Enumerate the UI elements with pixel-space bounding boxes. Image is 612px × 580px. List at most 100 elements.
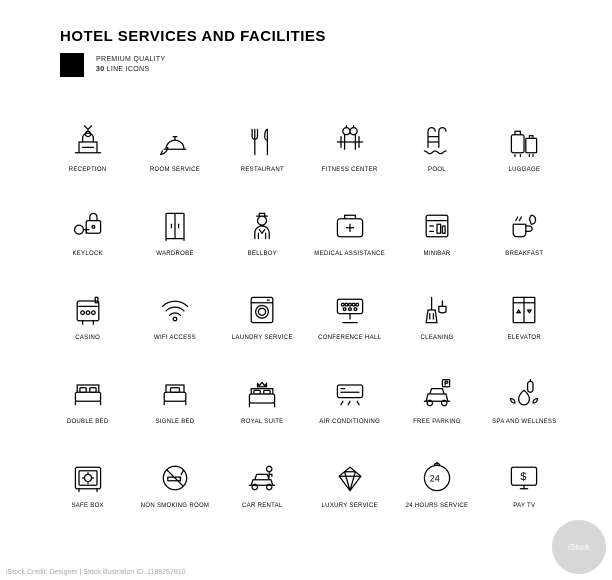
icon-label: DOUBLE BED <box>67 419 109 425</box>
icon-label: CAR RENTAL <box>242 503 283 509</box>
icon-cell-medical-assistance: MEDICAL ASSISTANCE <box>310 181 389 257</box>
icon-label: RECEPTION <box>69 167 107 173</box>
icon-cell-car-rental: CAR RENTAL <box>223 433 302 509</box>
icon-cell-minibar: MINIBAR <box>397 181 476 257</box>
subtitle-text: PREMIUM QUALITY 30 LINE ICONS <box>96 55 165 75</box>
page-title: HOTEL SERVICES AND FACILITIES <box>60 28 612 45</box>
icon-cell-pay-tv: PAY TV <box>485 433 564 509</box>
icon-label: 24 HOURS SERVICE <box>406 503 469 509</box>
icon-cell-wifi-access: WIFI ACCESS <box>135 265 214 341</box>
24-hours-icon <box>418 459 456 497</box>
icon-label: SAFE BOX <box>71 503 103 509</box>
icon-label: WARDROBE <box>156 251 194 257</box>
air-conditioning-icon <box>331 375 369 413</box>
car-rental-icon <box>243 459 281 497</box>
icon-label: WIFI ACCESS <box>154 335 196 341</box>
accent-block <box>60 53 84 77</box>
cleaning-icon <box>418 291 456 329</box>
icon-cell-fitness-center: FITNESS CENTER <box>310 97 389 173</box>
icon-label: SPA AND WELLNESS <box>492 419 556 425</box>
icon-label: LUXURY SERVICE <box>322 503 378 509</box>
icon-cell-pool: POOL <box>397 97 476 173</box>
fitness-center-icon <box>331 123 369 161</box>
minibar-icon <box>418 207 456 245</box>
medical-assistance-icon <box>331 207 369 245</box>
icon-cell-royal-suite: ROYAL SUITE <box>223 349 302 425</box>
icon-cell-free-parking: FREE PARKING <box>397 349 476 425</box>
icon-cell-cleaning: CLEANING <box>397 265 476 341</box>
room-service-icon <box>156 123 194 161</box>
subtitle-line1: PREMIUM QUALITY <box>96 56 165 63</box>
icon-label: FREE PARKING <box>413 419 461 425</box>
icon-grid: RECEPTION ROOM SERVICE RESTAURANT FITNESS C… <box>0 77 612 509</box>
single-bed-icon <box>156 375 194 413</box>
icon-label: LAUNDRY SERVICE <box>232 335 293 341</box>
icon-cell-luxury-service: LUXURY SERVICE <box>310 433 389 509</box>
icon-cell-24-hours: 24 HOURS SERVICE <box>397 433 476 509</box>
pool-icon <box>418 123 456 161</box>
elevator-icon <box>505 291 543 329</box>
icon-label: KEYLOCK <box>72 251 102 257</box>
icon-label: ELEVATOR <box>508 335 541 341</box>
icon-cell-air-conditioning: AIR CONDITIONING <box>310 349 389 425</box>
subtitle-row: PREMIUM QUALITY 30 LINE ICONS <box>60 53 612 77</box>
bellboy-icon <box>243 207 281 245</box>
luggage-icon <box>505 123 543 161</box>
icon-cell-single-bed: SIGNLE BED <box>135 349 214 425</box>
icon-label: POOL <box>428 167 446 173</box>
attribution-text: iStock Credit: Designer | Stock illustra… <box>6 569 186 576</box>
safe-box-icon <box>69 459 107 497</box>
icon-cell-wardrobe: WARDROBE <box>135 181 214 257</box>
subtitle-line2: LINE ICONS <box>107 66 150 73</box>
icon-label: CONFERENCE HALL <box>318 335 381 341</box>
icon-cell-non-smoking: NON SMOKING ROOM <box>135 433 214 509</box>
icon-cell-double-bed: DOUBLE BED <box>48 349 127 425</box>
icon-count: 30 <box>96 66 104 73</box>
icon-label: ROOM SERVICE <box>150 167 200 173</box>
icon-cell-breakfast: BREAKFAST <box>485 181 564 257</box>
icon-cell-bellboy: BELLBOY <box>223 181 302 257</box>
breakfast-icon <box>505 207 543 245</box>
pay-tv-icon <box>505 459 543 497</box>
free-parking-icon <box>418 375 456 413</box>
spa-wellness-icon <box>505 375 543 413</box>
icon-cell-laundry-service: LAUNDRY SERVICE <box>223 265 302 341</box>
casino-icon <box>69 291 107 329</box>
icon-label: ROYAL SUITE <box>241 419 283 425</box>
icon-cell-keylock: KEYLOCK <box>48 181 127 257</box>
icon-cell-reception: RECEPTION <box>48 97 127 173</box>
icon-label: MINIBAR <box>423 251 450 257</box>
icon-label: SIGNLE BED <box>155 419 194 425</box>
icon-cell-elevator: ELEVATOR <box>485 265 564 341</box>
watermark-badge: iStock <box>552 520 606 574</box>
luxury-service-icon <box>331 459 369 497</box>
icon-cell-restaurant: RESTAURANT <box>223 97 302 173</box>
header: HOTEL SERVICES AND FACILITIES PREMIUM QU… <box>0 0 612 77</box>
icon-label: PAY TV <box>513 503 535 509</box>
icon-label: BREAKFAST <box>505 251 543 257</box>
icon-label: MEDICAL ASSISTANCE <box>314 251 385 257</box>
icon-label: LUGGAGE <box>508 167 540 173</box>
double-bed-icon <box>69 375 107 413</box>
icon-cell-safe-box: SAFE BOX <box>48 433 127 509</box>
icon-cell-conference-hall: CONFERENCE HALL <box>310 265 389 341</box>
icon-cell-luggage: LUGGAGE <box>485 97 564 173</box>
royal-suite-icon <box>243 375 281 413</box>
conference-hall-icon <box>331 291 369 329</box>
icon-label: BELLBOY <box>248 251 277 257</box>
icon-label: CLEANING <box>420 335 453 341</box>
keylock-icon <box>69 207 107 245</box>
icon-label: RESTAURANT <box>241 167 284 173</box>
laundry-service-icon <box>243 291 281 329</box>
wifi-access-icon <box>156 291 194 329</box>
icon-label: CASINO <box>75 335 100 341</box>
icon-cell-casino: CASINO <box>48 265 127 341</box>
icon-label: NON SMOKING ROOM <box>141 503 209 509</box>
icon-cell-room-service: ROOM SERVICE <box>135 97 214 173</box>
wardrobe-icon <box>156 207 194 245</box>
icon-label: FITNESS CENTER <box>322 167 378 173</box>
icon-label: AIR CONDITIONING <box>319 419 380 425</box>
non-smoking-icon <box>156 459 194 497</box>
reception-icon <box>69 123 107 161</box>
restaurant-icon <box>243 123 281 161</box>
